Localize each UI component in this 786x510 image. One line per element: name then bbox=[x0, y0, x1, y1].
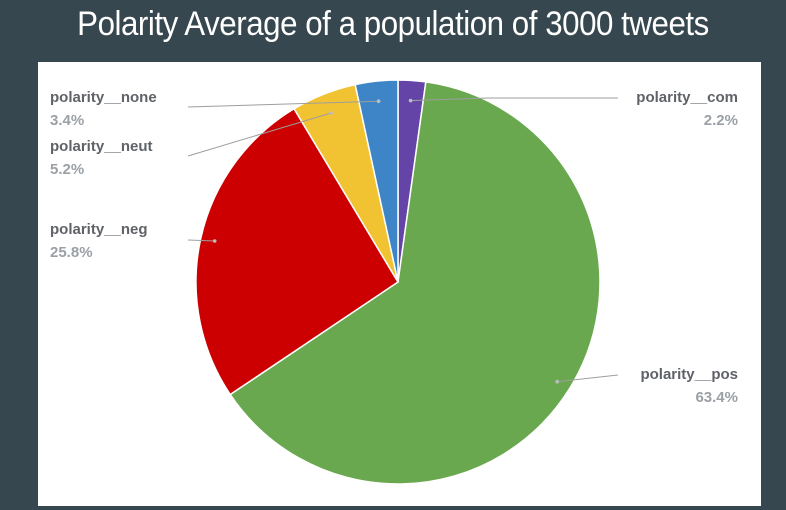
leader-dot-none bbox=[376, 99, 381, 103]
leader-line-neut bbox=[187, 112, 332, 157]
slice-labels: polarity__none 3.4% polarity__neut 5.2% … bbox=[50, 89, 738, 406]
leader-line-none bbox=[187, 100, 379, 108]
slice-neg bbox=[195, 107, 400, 396]
leader-line-pos bbox=[557, 374, 619, 383]
leader-line-com bbox=[410, 97, 618, 102]
percent-pos: 63.4% bbox=[695, 389, 738, 406]
label-neg: polarity__neg bbox=[50, 221, 148, 238]
pie-chart: polarity__none 3.4% polarity__neut 5.2% … bbox=[50, 79, 738, 485]
leader-lines bbox=[187, 97, 619, 384]
slice-none bbox=[354, 79, 399, 283]
chart-panel: polarity__none 3.4% polarity__neut 5.2% … bbox=[38, 62, 761, 506]
label-none: polarity__none bbox=[50, 89, 157, 106]
percent-com: 2.2% bbox=[704, 112, 738, 129]
pie-slices bbox=[195, 79, 601, 485]
leader-line-neg bbox=[187, 239, 215, 242]
label-pos: polarity__pos bbox=[640, 366, 738, 383]
percent-neg: 25.8% bbox=[50, 244, 93, 261]
leader-dot-pos bbox=[555, 379, 559, 384]
percent-none: 3.4% bbox=[50, 112, 84, 129]
leader-dot-neg bbox=[212, 239, 217, 243]
label-com: polarity__com bbox=[636, 89, 738, 106]
slide-title: Polarity Average of a population of 3000… bbox=[77, 5, 709, 43]
percent-neut: 5.2% bbox=[50, 161, 84, 178]
slice-pos bbox=[229, 81, 601, 485]
label-neut: polarity__neut bbox=[50, 138, 153, 155]
leader-dot-com bbox=[408, 98, 413, 103]
leader-dot-neut bbox=[329, 111, 333, 115]
